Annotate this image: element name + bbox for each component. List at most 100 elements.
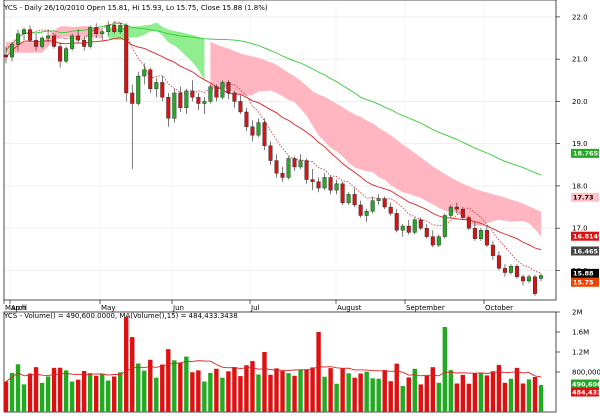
volume-bar: [214, 368, 219, 412]
candle-body: [82, 39, 87, 47]
volume-tag-bg: [571, 379, 599, 389]
volume-bar: [424, 375, 429, 412]
candle-body: [148, 69, 153, 89]
cloud-bearish: [210, 41, 541, 237]
candle-body: [166, 96, 171, 119]
price-tick-label: 22.0: [572, 13, 588, 21]
volume-bar: [21, 384, 27, 412]
candle-body: [232, 92, 237, 102]
candle-body: [328, 177, 333, 191]
candle-body: [424, 227, 429, 237]
volume-bar: [232, 367, 237, 412]
candle-body: [310, 179, 315, 182]
candle-body: [208, 86, 213, 102]
volume-bar: [412, 368, 417, 412]
candle-body: [304, 160, 309, 180]
volume-bar: [27, 373, 33, 412]
volume-bar: [99, 373, 105, 412]
candle-body: [52, 35, 57, 47]
price-tick-label: 20.0: [572, 98, 588, 106]
volume-bar: [538, 385, 544, 412]
volume-bar: [532, 377, 538, 412]
candle-body: [539, 275, 544, 279]
candle-body: [532, 276, 537, 294]
volume-bar: [262, 352, 267, 412]
candle-body: [238, 101, 243, 113]
candle-body: [112, 25, 117, 32]
candle-body: [22, 29, 27, 35]
grid: [4, 0, 556, 300]
ma-long-line: [5, 22, 542, 176]
volume-bar: [39, 382, 45, 412]
price-tag-label: 15.88: [573, 270, 594, 278]
cloud-bullish: [108, 22, 205, 80]
volume-bar: [118, 372, 123, 412]
volume-ma-tag-label: 484,433: [572, 388, 600, 396]
volume-bar: [268, 374, 273, 412]
candle-body: [136, 75, 141, 104]
candle-body: [508, 265, 513, 273]
candle-body: [466, 217, 471, 229]
volume-tick-label: 2M: [572, 309, 583, 317]
volume-bar: [340, 368, 345, 412]
volume-bar: [406, 377, 411, 412]
price-tag-bg: [571, 277, 599, 287]
volume-bar: [166, 349, 171, 412]
candle-body: [160, 82, 165, 98]
volume-bar: [250, 361, 255, 412]
volume-bar: [142, 370, 147, 412]
volume-bar: [33, 367, 39, 412]
volume-bar: [334, 383, 339, 412]
candles: [3, 21, 544, 296]
volume-bar: [496, 364, 502, 412]
price-tick-label: 17.0: [572, 225, 588, 233]
candle-body: [34, 39, 39, 47]
volume-bar: [328, 368, 333, 412]
volume-bar: [526, 379, 532, 412]
candle-body: [202, 101, 207, 104]
volume-bar: [460, 374, 466, 412]
volume-bar: [87, 373, 93, 412]
volume-bar: [81, 371, 87, 412]
month-label: September: [406, 304, 445, 312]
candle-body: [16, 33, 21, 45]
candle-body: [382, 198, 387, 208]
candle-body: [490, 244, 495, 256]
candle-body: [352, 194, 357, 206]
candle-body: [130, 92, 135, 104]
candle-body: [106, 25, 111, 32]
volume-bar: [57, 367, 63, 412]
candle-body: [226, 82, 231, 94]
volume-bar: [478, 373, 484, 412]
month-label: Jul: [250, 304, 260, 312]
volume-bar: [256, 374, 261, 412]
volume-bar: [172, 360, 177, 412]
candle-body: [358, 204, 363, 216]
volume-bar: [376, 378, 381, 412]
price-tick-label: 19.0: [572, 140, 588, 148]
candle-body: [496, 255, 501, 269]
candle-body: [520, 276, 525, 282]
month-label: Jun: [172, 304, 184, 312]
volume-bar: [304, 369, 309, 412]
price-tag-bg: [571, 192, 599, 202]
volume-bar: [136, 363, 141, 412]
volume-title: YCS - Volume() = 490,600.0000, MA(Volume…: [3, 312, 238, 320]
candle-body: [10, 44, 15, 58]
chart-title: YCS - Daily 26/10/2010 Open 15.81, Hi 15…: [3, 4, 268, 12]
candle-body: [196, 96, 201, 104]
candle-body: [418, 219, 423, 229]
volume-bar: [75, 379, 81, 412]
moving-averages: [5, 21, 542, 274]
price-tick-label: 21.0: [572, 56, 588, 64]
candle-body: [184, 90, 189, 108]
envelope-upper-line: [5, 21, 542, 274]
candle-body: [280, 173, 285, 178]
volume-bar: [436, 382, 442, 412]
price-tag-bg: [571, 231, 599, 241]
candle-body: [292, 158, 297, 168]
price-tag-bg: [571, 148, 599, 158]
volume-bar: [63, 370, 69, 412]
